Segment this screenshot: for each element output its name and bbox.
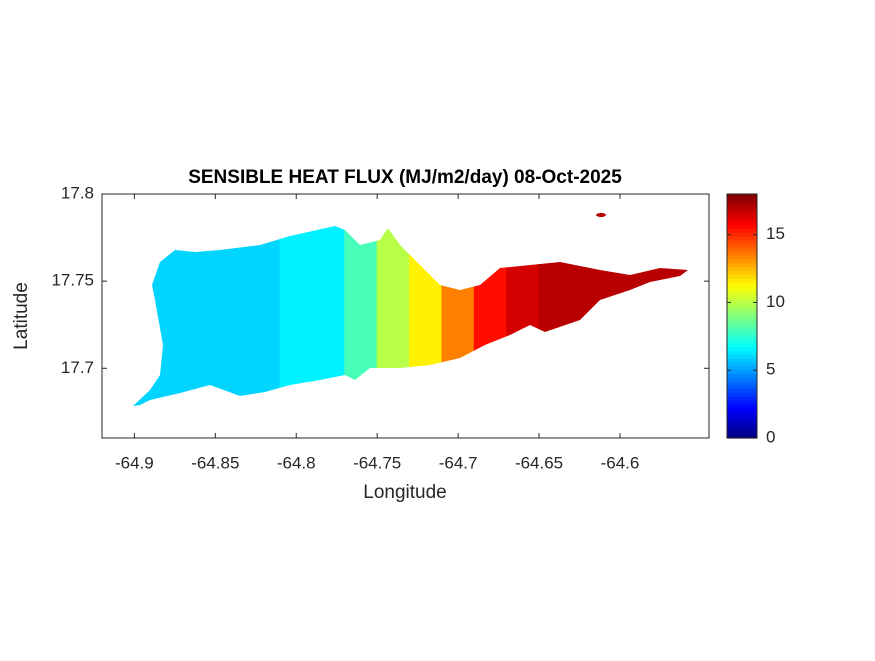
colorbar-swatch xyxy=(727,243,757,248)
colorbar-swatch xyxy=(727,319,757,325)
colorbar-swatch xyxy=(727,380,757,386)
colorbar-swatch xyxy=(727,373,757,378)
x-tick-label: -64.8 xyxy=(277,453,316,472)
y-tick-label: 17.7 xyxy=(61,358,94,377)
x-tick-label: -64.85 xyxy=(191,453,239,472)
colorbar-swatch xyxy=(727,296,757,302)
plot-frame xyxy=(101,193,710,439)
x-tick-label: -64.65 xyxy=(515,453,563,472)
colorbar-tick-label: 0 xyxy=(766,427,775,446)
colorbar-swatch xyxy=(727,251,757,256)
colorbar-swatch xyxy=(727,312,757,317)
colorbar-swatch xyxy=(727,430,757,435)
colorbar-swatch xyxy=(727,289,757,294)
colorbar-swatch xyxy=(727,392,757,397)
colorbar-swatch xyxy=(727,308,757,313)
x-tick-label: -64.6 xyxy=(601,453,640,472)
colorbar-swatch xyxy=(727,399,757,405)
colorbar-swatch xyxy=(727,300,757,306)
colorbar-swatch xyxy=(727,281,757,287)
colorbar-swatch xyxy=(727,285,757,290)
chart-title: SENSIBLE HEAT FLUX (MJ/m2/day) 08-Oct-20… xyxy=(188,167,622,188)
colorbar-swatch xyxy=(727,228,757,233)
colorbar-tick-label: 5 xyxy=(766,360,775,379)
y-tick-label: 17.75 xyxy=(51,271,94,290)
colorbar-swatch xyxy=(727,354,757,359)
x-tick-label: -64.75 xyxy=(353,453,401,472)
colorbar-swatch xyxy=(727,235,757,241)
colorbar-swatch xyxy=(727,357,757,363)
colorbar-swatch xyxy=(727,346,757,351)
flux-cell xyxy=(279,213,313,406)
colorbar-swatch xyxy=(727,396,757,401)
colorbar-swatch xyxy=(727,316,757,321)
colorbar-swatch xyxy=(727,407,757,412)
colorbar-tick-label: 15 xyxy=(766,224,785,243)
colorbar-swatch xyxy=(727,422,757,428)
colorbar-swatch xyxy=(727,216,757,222)
colorbar-tick-label: 10 xyxy=(766,292,785,311)
colorbar-swatch xyxy=(727,197,757,203)
colorbar-swatch xyxy=(727,365,757,370)
colorbar-swatch xyxy=(727,277,757,283)
x-tick-label: -64.7 xyxy=(439,453,478,472)
colorbar-swatch xyxy=(727,342,757,348)
colorbar-swatch xyxy=(727,201,757,207)
colorbar-swatch xyxy=(727,293,757,298)
colorbar-swatch xyxy=(727,426,757,431)
colorbar-swatch xyxy=(727,411,757,416)
colorbar-frame xyxy=(726,193,758,439)
colorbar-swatch xyxy=(727,418,757,424)
colorbar-swatch xyxy=(727,274,757,279)
colorbar-swatch xyxy=(727,262,757,268)
colorbar-swatch xyxy=(727,209,757,214)
colorbar-swatch xyxy=(727,232,757,237)
y-tick-label: 17.8 xyxy=(61,183,94,202)
flux-cell xyxy=(311,213,346,406)
colorbar-swatch xyxy=(727,258,757,264)
colorbar-swatch xyxy=(727,415,757,420)
colorbar-swatch xyxy=(727,304,757,309)
colorbar-swatch xyxy=(727,266,757,271)
x-tick-label: -64.9 xyxy=(115,453,154,472)
colorbar-swatch xyxy=(727,350,757,355)
colorbar-swatch xyxy=(727,323,757,329)
colorbar-swatch xyxy=(727,220,757,226)
colorbar: 0 5 10 15 xyxy=(726,193,785,446)
colorbar-swatch xyxy=(727,255,757,260)
colorbar-swatch xyxy=(727,239,757,245)
colorbar-swatch xyxy=(727,369,757,374)
colorbar-swatch xyxy=(727,335,757,340)
colorbar-swatch xyxy=(727,434,757,439)
colorbar-swatch xyxy=(727,224,757,229)
y-axis-label: Latitude xyxy=(11,282,32,350)
colorbar-swatch xyxy=(727,377,757,382)
colorbar-swatch xyxy=(727,194,757,199)
colorbar-swatch xyxy=(727,327,757,332)
colorbar-swatch xyxy=(727,403,757,409)
colorbar-swatch xyxy=(727,270,757,275)
colorbar-swatch xyxy=(727,213,757,218)
colorbar-swatch xyxy=(727,388,757,393)
colorbar-swatch xyxy=(727,384,757,390)
colorbar-swatch xyxy=(727,331,757,336)
colorbar-swatch xyxy=(727,338,757,344)
colorbar-swatch xyxy=(727,361,757,367)
colorbar-swatch xyxy=(727,247,757,252)
colorbar-swatch xyxy=(727,205,757,210)
x-axis-label: Longitude xyxy=(363,482,446,503)
